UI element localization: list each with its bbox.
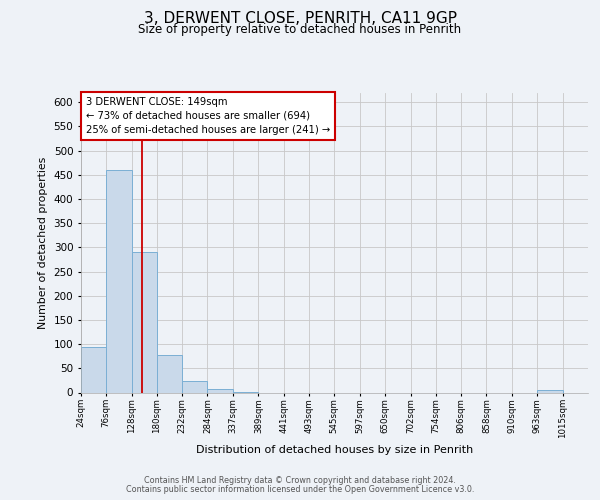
Bar: [106, 170, 131, 392]
Bar: [538, 390, 563, 392]
Bar: [208, 389, 233, 392]
Text: Contains public sector information licensed under the Open Government Licence v3: Contains public sector information licen…: [126, 485, 474, 494]
Text: 3, DERWENT CLOSE, PENRITH, CA11 9GP: 3, DERWENT CLOSE, PENRITH, CA11 9GP: [143, 11, 457, 26]
Text: Size of property relative to detached houses in Penrith: Size of property relative to detached ho…: [139, 22, 461, 36]
Bar: [131, 252, 157, 392]
Bar: [182, 382, 208, 392]
Bar: [157, 355, 182, 393]
Text: 3 DERWENT CLOSE: 149sqm
← 73% of detached houses are smaller (694)
25% of semi-d: 3 DERWENT CLOSE: 149sqm ← 73% of detache…: [86, 97, 331, 135]
Text: Contains HM Land Registry data © Crown copyright and database right 2024.: Contains HM Land Registry data © Crown c…: [144, 476, 456, 485]
Y-axis label: Number of detached properties: Number of detached properties: [38, 156, 48, 328]
X-axis label: Distribution of detached houses by size in Penrith: Distribution of detached houses by size …: [196, 446, 473, 456]
Bar: [81, 346, 106, 393]
